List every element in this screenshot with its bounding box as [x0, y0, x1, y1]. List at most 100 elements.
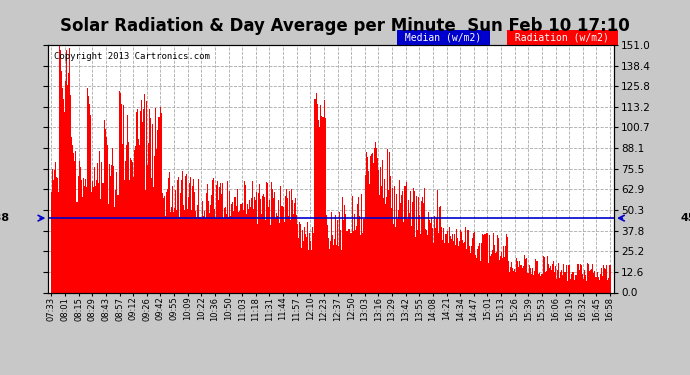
Bar	[386, 196, 387, 292]
Bar	[552, 264, 553, 292]
Bar	[563, 264, 564, 292]
Bar	[524, 255, 526, 292]
Bar	[107, 145, 108, 292]
Bar	[355, 230, 356, 292]
Bar	[188, 197, 189, 292]
Bar	[400, 203, 402, 292]
Bar	[579, 270, 580, 292]
Bar	[395, 226, 396, 292]
Bar	[135, 146, 136, 292]
Bar	[438, 233, 440, 292]
Bar	[53, 180, 54, 292]
Bar	[391, 208, 392, 292]
Bar	[301, 248, 302, 292]
Bar	[376, 148, 377, 292]
Bar	[311, 251, 313, 292]
Bar	[105, 129, 106, 292]
Bar	[356, 226, 357, 292]
Bar	[197, 205, 199, 292]
Bar	[208, 213, 210, 292]
Bar	[488, 263, 489, 292]
Bar	[275, 218, 277, 292]
Bar	[514, 269, 515, 292]
Bar	[558, 263, 560, 292]
Bar	[546, 271, 547, 292]
Bar	[115, 190, 117, 292]
Bar	[295, 198, 296, 292]
Bar	[593, 273, 594, 292]
Bar	[98, 183, 99, 292]
Text: Radiation (w/m2): Radiation (w/m2)	[509, 33, 615, 42]
Text: Median (w/m2): Median (w/m2)	[399, 33, 487, 42]
Bar	[411, 225, 412, 292]
Bar	[333, 245, 334, 292]
Bar	[318, 120, 319, 292]
Bar	[457, 246, 459, 292]
Bar	[170, 213, 171, 292]
Bar	[392, 188, 393, 292]
Bar	[527, 273, 529, 292]
Bar	[183, 205, 184, 292]
Bar	[595, 277, 596, 292]
Bar	[319, 127, 320, 292]
Text: 45.38: 45.38	[681, 213, 690, 223]
Bar	[92, 181, 93, 292]
Bar	[594, 270, 595, 292]
Bar	[147, 165, 148, 292]
Bar	[189, 183, 190, 292]
Bar	[420, 234, 421, 292]
Bar	[562, 275, 563, 292]
Bar	[415, 237, 416, 292]
Bar	[152, 124, 153, 292]
Bar	[470, 253, 471, 292]
Bar	[542, 274, 543, 292]
Bar	[126, 145, 127, 292]
Bar	[586, 281, 587, 292]
Bar	[440, 206, 442, 292]
Bar	[57, 178, 58, 292]
Text: Copyright 2013 Cartronics.com: Copyright 2013 Cartronics.com	[54, 53, 210, 62]
Bar	[70, 94, 71, 292]
Bar	[511, 262, 512, 292]
Bar	[95, 186, 96, 292]
Bar	[500, 256, 501, 292]
Bar	[495, 252, 497, 292]
Bar	[366, 157, 368, 292]
Bar	[307, 222, 308, 292]
Bar	[280, 186, 282, 292]
Bar	[390, 176, 391, 292]
Bar	[581, 266, 582, 292]
Bar	[145, 190, 146, 292]
Bar	[387, 149, 388, 292]
Bar	[210, 195, 212, 292]
Bar	[270, 225, 271, 292]
Bar	[347, 231, 348, 292]
Bar	[522, 268, 524, 292]
Bar	[143, 109, 144, 292]
Bar	[113, 166, 115, 292]
Bar	[201, 201, 203, 292]
Bar	[298, 238, 299, 292]
Bar	[284, 195, 286, 292]
Bar	[417, 230, 418, 292]
Bar	[235, 197, 237, 292]
Bar	[526, 258, 527, 292]
Bar	[103, 183, 104, 292]
Bar	[466, 249, 467, 292]
Bar	[475, 255, 476, 292]
Bar	[60, 50, 61, 292]
Bar	[252, 181, 253, 292]
Bar	[515, 272, 516, 292]
Bar	[206, 193, 207, 292]
Bar	[257, 224, 258, 292]
Bar	[587, 263, 588, 292]
Bar	[406, 219, 408, 292]
Bar	[460, 230, 461, 292]
Bar	[422, 197, 423, 292]
Bar	[421, 201, 422, 292]
Bar	[545, 272, 546, 292]
Bar	[90, 116, 91, 292]
Bar	[605, 269, 607, 292]
Bar	[136, 112, 137, 292]
Bar	[425, 229, 426, 292]
